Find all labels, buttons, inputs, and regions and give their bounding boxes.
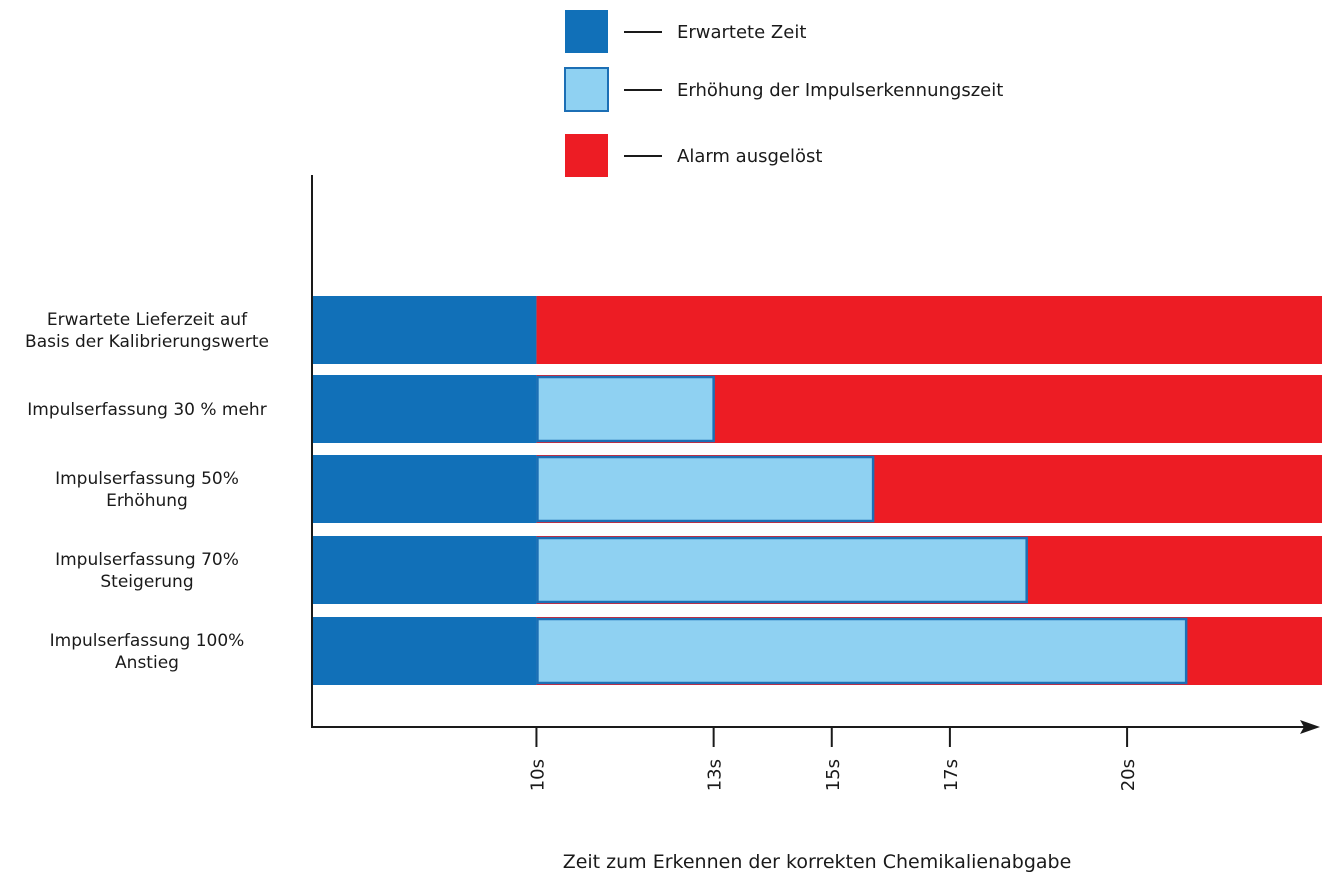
- legend-item-increase-time-swatch: [564, 67, 609, 112]
- category-label-2-line-1: Impulserfassung 30 % mehr: [27, 400, 266, 420]
- category-label-4-line-1: Impulserfassung 70%: [55, 550, 239, 570]
- bars: [312, 296, 1322, 685]
- x-axis-arrow-icon: [1300, 720, 1320, 734]
- x-tick-label-15s: 15s: [823, 759, 844, 791]
- category-label-1-line-2: Basis der Kalibrierungswerte: [25, 332, 269, 352]
- bar-increase-3: [536, 455, 875, 523]
- category-label-1-line-1: Erwartete Lieferzeit auf: [47, 310, 248, 330]
- legend-item-increase-time-label: Erhöhung der Impulserkennungszeit: [677, 80, 1003, 101]
- x-axis-label: Zeit zum Erkennen der korrekten Chemikal…: [563, 851, 1072, 873]
- category-label-5-line-2: Anstieg: [115, 653, 179, 673]
- bar-expected-1: [312, 296, 537, 364]
- legend-item-alarm-swatch: [565, 134, 608, 177]
- bar-expected-2: [312, 375, 537, 443]
- bar-expected-5: [312, 617, 537, 685]
- bar-increase-4: [536, 536, 1028, 604]
- legend: Erwartete Zeit Erhöhung der Impulserkennu…: [564, 10, 1003, 177]
- category-label-3-line-2: Erhöhung: [106, 491, 188, 511]
- x-tick-label-13s: 13s: [705, 759, 726, 791]
- category-label-3-line-1: Impulserfassung 50%: [55, 469, 239, 489]
- legend-item-expected-time-label: Erwartete Zeit: [677, 22, 806, 43]
- bar-expected-4: [312, 536, 537, 604]
- x-ticks: 10s 13s 15s 17s 20s: [527, 727, 1139, 791]
- category-label-5-line-1: Impulserfassung 100%: [50, 631, 245, 651]
- bar-alarm-1: [536, 296, 1322, 364]
- legend-item-expected-time-swatch: [565, 10, 608, 53]
- bar-increase-5: [536, 617, 1188, 685]
- bar-expected-3: [312, 455, 537, 523]
- category-label-4-line-2: Steigerung: [100, 572, 193, 592]
- axes: [311, 175, 1320, 734]
- legend-item-alarm-label: Alarm ausgelöst: [677, 146, 822, 167]
- x-tick-label-17s: 17s: [941, 759, 962, 791]
- bar-increase-2: [536, 375, 715, 443]
- x-tick-label-10s: 10s: [527, 759, 548, 791]
- x-tick-label-20s: 20s: [1118, 759, 1139, 791]
